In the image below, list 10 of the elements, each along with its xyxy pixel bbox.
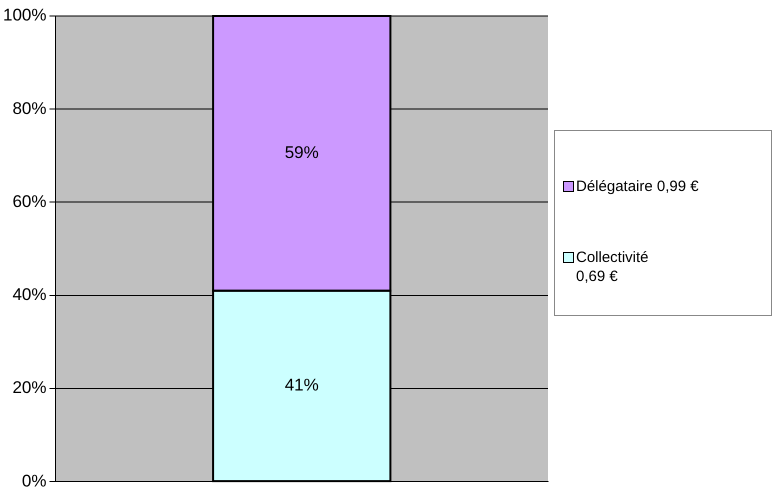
legend-label: Collectivité 0,69 € xyxy=(576,248,649,286)
legend-label: Délégataire 0,99 € xyxy=(576,177,699,196)
y-tick-label: 0% xyxy=(22,471,46,490)
y-tick-label: 40% xyxy=(12,285,46,304)
y-tick-label: 100% xyxy=(2,6,46,25)
y-tick-label: 80% xyxy=(12,98,46,118)
data-label: 41% xyxy=(284,376,319,395)
y-tick-label: 20% xyxy=(12,378,46,398)
y-tick-label: 60% xyxy=(12,192,46,211)
data-label: 59% xyxy=(284,143,319,162)
